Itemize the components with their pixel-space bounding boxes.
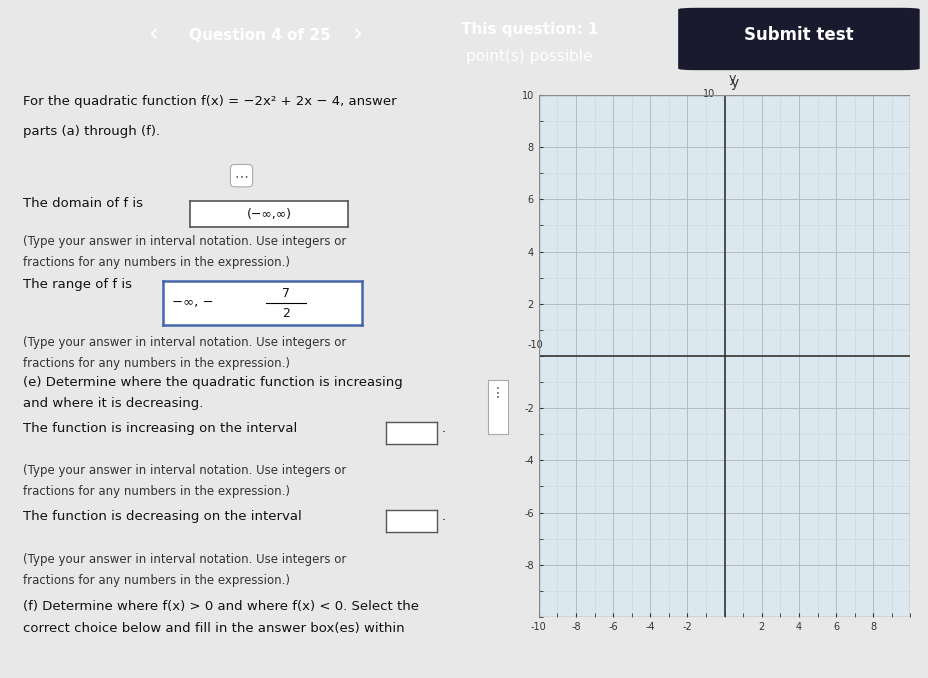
Text: correct choice below and fill in the answer box(es) within: correct choice below and fill in the ans… (23, 622, 405, 635)
Text: The function is decreasing on the interval: The function is decreasing on the interv… (23, 510, 302, 523)
Text: parts (a) through (f).: parts (a) through (f). (23, 125, 161, 138)
FancyBboxPatch shape (677, 8, 919, 71)
Text: fractions for any numbers in the expression.): fractions for any numbers in the express… (23, 256, 290, 269)
Text: 10: 10 (702, 89, 715, 98)
Text: fractions for any numbers in the expression.): fractions for any numbers in the express… (23, 485, 290, 498)
Text: .: . (441, 422, 445, 435)
Text: fractions for any numbers in the expression.): fractions for any numbers in the express… (23, 357, 290, 370)
Text: Question 4 of 25: Question 4 of 25 (189, 28, 330, 43)
Text: (e) Determine where the quadratic function is increasing: (e) Determine where the quadratic functi… (23, 376, 403, 389)
Text: ‹: ‹ (148, 23, 158, 47)
Text: (−∞,∞): (−∞,∞) (247, 207, 291, 221)
Text: fractions for any numbers in the expression.): fractions for any numbers in the express… (23, 574, 290, 587)
Text: point(s) possible: point(s) possible (466, 49, 592, 64)
Text: 7: 7 (282, 287, 290, 300)
Text: (f) Determine where f(x) > 0 and where f(x) < 0. Select the: (f) Determine where f(x) > 0 and where f… (23, 600, 419, 613)
Text: (Type your answer in interval notation. Use integers or: (Type your answer in interval notation. … (23, 464, 346, 477)
Text: The domain of f is: The domain of f is (23, 197, 148, 210)
Text: ›: › (353, 23, 362, 47)
Text: (Type your answer in interval notation. Use integers or: (Type your answer in interval notation. … (23, 553, 346, 566)
Text: ⋮: ⋮ (491, 386, 504, 400)
Text: -10: -10 (527, 340, 542, 350)
Text: The range of f is: The range of f is (23, 278, 132, 291)
Text: 2: 2 (282, 306, 290, 319)
Text: and where it is decreasing.: and where it is decreasing. (23, 397, 203, 410)
Text: −∞, −: −∞, − (172, 296, 213, 309)
Text: y: y (729, 76, 738, 90)
Text: For the quadratic function f(x) = −2x² + 2x − 4, answer: For the quadratic function f(x) = −2x² +… (23, 95, 396, 108)
Text: This question: 1: This question: 1 (460, 22, 598, 37)
Text: ⋯: ⋯ (235, 169, 248, 182)
Text: y: y (728, 72, 735, 85)
Text: (Type your answer in interval notation. Use integers or: (Type your answer in interval notation. … (23, 336, 346, 348)
Text: Submit test: Submit test (743, 26, 853, 44)
Text: (Type your answer in interval notation. Use integers or: (Type your answer in interval notation. … (23, 235, 346, 248)
Text: The function is increasing on the interval: The function is increasing on the interv… (23, 422, 297, 435)
Text: .: . (441, 510, 445, 523)
